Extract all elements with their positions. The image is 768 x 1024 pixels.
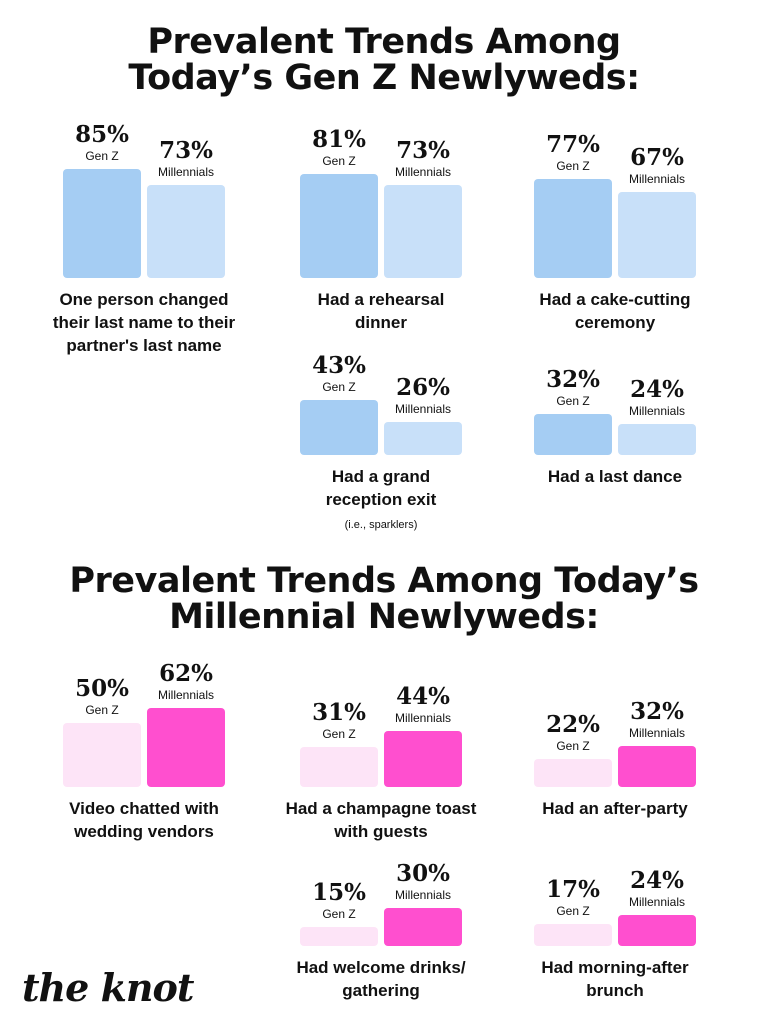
bar-genz — [300, 926, 378, 946]
category-label: One person changed their last name to th… — [52, 290, 236, 355]
value-label-genz: 22% — [546, 710, 600, 738]
section-title-genz: Prevalent Trends Among Today’s Gen Z New… — [128, 22, 640, 98]
series-label-genz: Gen Z — [556, 394, 590, 409]
value-label-genz: 43% — [312, 351, 366, 379]
category-note: (i.e., sparklers) — [344, 519, 418, 531]
value-label-genz: 81% — [312, 126, 366, 154]
value-label-millennials: 44% — [396, 682, 450, 710]
category-label: Had a cake-cutting ceremony — [539, 290, 691, 332]
bar-millennials — [618, 424, 696, 455]
category-label: Had a champagne toast with guests — [285, 799, 477, 841]
series-label-genz: Gen Z — [556, 738, 590, 753]
category-label: Had a rehearsal dinner — [317, 290, 445, 332]
series-label-genz: Gen Z — [85, 703, 119, 717]
value-label-genz: 77% — [546, 131, 600, 159]
series-label-genz: Gen Z — [322, 154, 356, 169]
series-label-millennials: Millennials — [394, 164, 452, 179]
bar-genz — [300, 399, 378, 455]
the-knot-logo: the knot — [22, 965, 194, 1010]
value-label-millennials: 73% — [396, 136, 450, 164]
bar-millennials — [618, 746, 696, 787]
series-label-genz: Gen Z — [556, 159, 590, 174]
category-label: Had an after-party — [542, 799, 688, 818]
bar-genz — [534, 414, 612, 455]
bar-millennials — [384, 730, 462, 787]
value-label-millennials: 30% — [396, 859, 450, 887]
series-label-genz: Gen Z — [556, 904, 590, 919]
series-label-millennials: Millennials — [394, 401, 452, 416]
series-label-millennials: Millennials — [157, 687, 215, 702]
series-label-genz: Gen Z — [85, 149, 119, 164]
category-label: Had a grand reception exit — [325, 467, 437, 509]
bar-genz — [534, 179, 612, 278]
bar-millennials — [384, 421, 462, 455]
bar-millennials — [618, 192, 696, 278]
category-label: Had welcome drinks/ gathering — [296, 958, 466, 1000]
value-label-millennials: 26% — [396, 373, 450, 401]
series-label-genz: Gen Z — [322, 727, 356, 742]
bar-genz — [63, 169, 141, 278]
value-label-millennials: 62% — [159, 659, 213, 687]
value-label-genz: 32% — [546, 366, 600, 394]
bar-genz — [300, 747, 378, 787]
bar-genz — [300, 174, 378, 278]
category-label: Video chatted with wedding vendors — [69, 799, 219, 841]
category-label: Had morning-after brunch — [541, 958, 689, 1000]
bar-genz — [63, 723, 141, 787]
value-label-genz: 50% — [75, 675, 129, 702]
bar-millennials — [384, 907, 462, 946]
series-label-millennials: Millennials — [394, 710, 452, 725]
value-label-genz: 31% — [312, 699, 366, 727]
bar-millennials — [384, 184, 462, 278]
value-label-genz: 17% — [546, 876, 600, 904]
series-label-millennials: Millennials — [628, 172, 686, 187]
value-label-millennials: 32% — [630, 698, 684, 726]
series-label-millennials: Millennials — [628, 895, 686, 910]
series-label-millennials: Millennials — [628, 404, 686, 419]
value-label-millennials: 24% — [630, 867, 684, 895]
series-label-millennials: Millennials — [628, 726, 686, 741]
category-label: Had a last dance — [547, 467, 683, 486]
value-label-millennials: 67% — [630, 144, 684, 172]
value-label-genz: 15% — [312, 878, 366, 906]
bar-millennials — [147, 184, 225, 278]
value-label-millennials: 73% — [159, 136, 213, 164]
bar-millennials — [618, 915, 696, 946]
series-label-millennials: Millennials — [157, 164, 215, 179]
value-label-millennials: 24% — [630, 376, 684, 404]
value-label-genz: 85% — [75, 121, 129, 149]
series-label-genz: Gen Z — [322, 379, 356, 394]
section-title-millennial: Prevalent Trends Among Today’s Millennia… — [69, 561, 699, 637]
series-label-millennials: Millennials — [394, 887, 452, 902]
series-label-genz: Gen Z — [322, 906, 356, 921]
bar-millennials — [147, 707, 225, 787]
bar-genz — [534, 758, 612, 787]
bar-genz — [534, 924, 612, 946]
